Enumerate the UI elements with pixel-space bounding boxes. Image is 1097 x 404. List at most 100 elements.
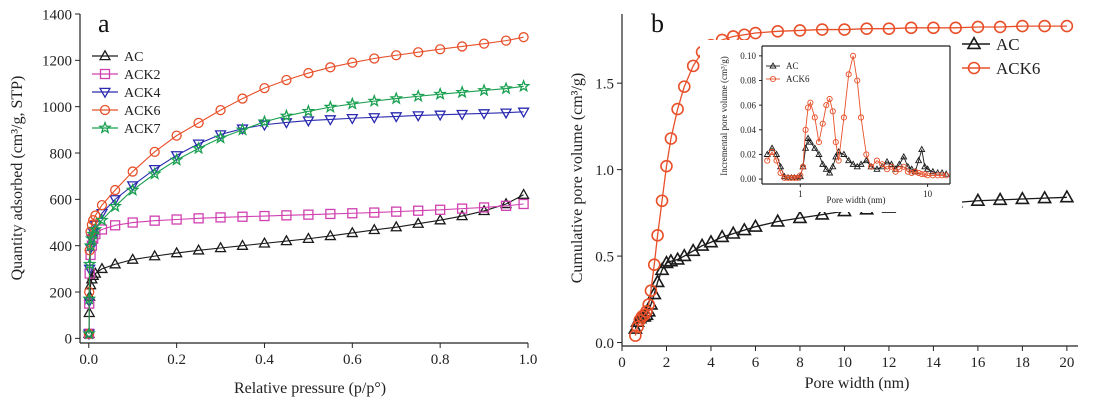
a-point-ack7 (279, 108, 294, 122)
a-series-ac (82, 188, 530, 338)
inset-point-ack6 (819, 120, 826, 127)
b-point-ack6 (677, 80, 691, 93)
a-point-ack2 (456, 203, 468, 214)
a-point-ack2 (325, 208, 336, 220)
b-point-ack6 (660, 159, 673, 173)
b-x-tick-label: 20 (1059, 355, 1074, 371)
a-point-ac (390, 220, 403, 232)
b-point-ac (1014, 191, 1030, 205)
b-point-ac (670, 251, 686, 265)
a-point-ac (192, 243, 205, 255)
inset-point-ac (768, 144, 776, 151)
a-point-ack7 (389, 91, 404, 105)
inset-point-ac (772, 150, 781, 157)
a-line-ack2 (88, 203, 524, 334)
b-point-ac (703, 234, 719, 248)
inset-point-ack6 (781, 174, 788, 181)
a-point-ac (478, 204, 491, 216)
a-point-ack2 (237, 211, 248, 222)
inset-point-ac (857, 160, 865, 167)
inset-point-ack6 (829, 108, 836, 115)
b-point-ac (650, 274, 666, 288)
inset-point-ac (811, 144, 819, 151)
inset-point-ac (840, 150, 848, 157)
inset-point-ack6 (826, 95, 833, 103)
a-point-ack7 (125, 182, 140, 196)
a-point-ack6 (347, 57, 358, 68)
a-point-ack4 (109, 195, 122, 206)
a-point-ack7 (455, 85, 470, 99)
inset-point-ac (921, 162, 929, 170)
inset-point-ack6 (943, 172, 950, 179)
a-point-ack4 (412, 111, 425, 122)
b-point-ack6 (644, 284, 658, 297)
inset-legend-marker-ack6 (769, 75, 777, 83)
a-point-ack6 (518, 32, 529, 43)
a-point-ack6 (90, 210, 101, 221)
a-point-ack7 (83, 238, 98, 252)
a-point-ack7 (477, 83, 491, 97)
inset-point-ack6 (791, 174, 798, 181)
a-point-ack6 (88, 215, 99, 226)
inset-point-ack6 (784, 174, 792, 181)
a-point-ac (368, 223, 381, 235)
b-x-tick-label: 4 (707, 355, 715, 371)
a-point-ack4 (434, 110, 447, 122)
b-point-ack6 (664, 132, 678, 145)
a-point-ack2 (109, 220, 121, 231)
b-point-ack6 (749, 26, 762, 40)
inset-point-ack6 (908, 169, 915, 176)
a-point-ack7 (257, 114, 272, 128)
a-point-ack7 (82, 326, 96, 340)
inset-legend-marker-ac (769, 62, 777, 69)
a-legend-marker-ack6 (99, 104, 111, 116)
a-point-ack6 (109, 184, 121, 196)
a-x-tick-label: 0.8 (431, 352, 450, 368)
b-x-tick-label: 0 (618, 355, 626, 371)
inset-point-ack6 (857, 114, 865, 121)
panel-a-ylabel: Quantity adsorbed (cm³/g, STP) (9, 76, 26, 281)
a-point-ack2 (518, 198, 529, 210)
a-point-ack6 (127, 166, 138, 177)
b-point-ack6 (1060, 19, 1074, 33)
inset-point-ac (908, 165, 916, 172)
inset-point-ack6 (845, 71, 852, 78)
a-point-ack6 (281, 74, 292, 86)
a-point-ack6 (237, 93, 248, 104)
a-point-ack2 (391, 206, 402, 217)
a-x-tick-label: 0.4 (255, 352, 274, 368)
a-point-ack6 (303, 67, 314, 79)
b-legend: AC ACK6 (958, 35, 1040, 78)
a-legend-label-ack7: ACK7 (124, 122, 161, 137)
inset-point-ac (849, 160, 857, 167)
a-point-ack7 (88, 222, 103, 236)
panel-a-letter: a (98, 9, 110, 38)
inset-point-ack6 (811, 114, 818, 121)
a-point-ack4 (302, 116, 315, 128)
a-point-ack6 (500, 35, 512, 46)
a-point-ack4 (148, 164, 161, 176)
inset-y-tick-label: 0.10 (740, 51, 756, 61)
b-point-ac (770, 213, 786, 227)
b-point-ac (646, 286, 662, 300)
inset-point-ack6 (918, 171, 925, 178)
inset-point-ack6 (868, 163, 875, 170)
a-point-ac (170, 246, 183, 258)
inset-y-tick-label: 0.04 (740, 125, 756, 135)
inset-point-ac (822, 165, 830, 172)
a-point-ack2 (127, 217, 138, 228)
a-series-ack2 (83, 198, 529, 339)
inset-point-ack6 (764, 157, 771, 164)
a-point-ack7 (169, 152, 184, 166)
b-point-ack6 (1016, 19, 1029, 33)
a-point-ac (84, 278, 97, 290)
inset-point-ac (929, 167, 937, 175)
inset-point-ack6 (934, 172, 941, 179)
a-point-ac (95, 262, 109, 274)
a-legend-marker-ack4 (98, 87, 112, 99)
a-point-ack2 (369, 207, 380, 218)
a-point-ack4 (324, 115, 337, 126)
a-point-ack4 (126, 181, 139, 192)
a-point-ack2 (303, 209, 314, 220)
a-point-ac (109, 257, 122, 269)
